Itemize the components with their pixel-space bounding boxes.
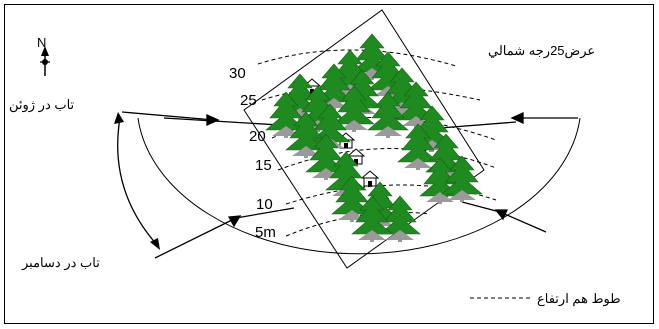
tree-icon (419, 157, 461, 204)
season-angle-arrow (114, 112, 160, 250)
contour-10 (285, 184, 497, 205)
tree-icon (397, 123, 439, 170)
elevation-label-10: 10 (256, 196, 273, 213)
contour-15 (277, 148, 497, 171)
tree-icon (379, 195, 421, 242)
winter-sun-rays (154, 201, 547, 259)
tree-icon (441, 155, 483, 202)
summer-sun-label: تاب در ژوئن (9, 97, 75, 112)
house-icon (360, 170, 380, 187)
elevation-label-15: 15 (255, 157, 272, 174)
tree-icon (331, 175, 373, 222)
sun-path-arc (137, 117, 581, 255)
slope-outline (243, 9, 485, 269)
north-arrow-icon (40, 46, 50, 76)
winter-sun-label: تاب در دسامبر (22, 255, 100, 270)
tree-icon (265, 91, 307, 138)
elevation-label-25: 25 (240, 92, 257, 109)
elevation-label-20: 20 (249, 128, 266, 145)
contour-30 (257, 49, 457, 67)
contour-legend-label: طوط هم ارتفاع (537, 291, 621, 306)
elevation-label-30: 30 (229, 65, 246, 82)
tree-icon (367, 91, 409, 138)
tree-icon (351, 195, 393, 242)
latitude-label: عرض25رجه شمالي (488, 43, 596, 58)
tree-icon (333, 85, 375, 132)
north-label: N (37, 35, 47, 50)
elevation-label-5m: 5m (255, 224, 276, 241)
tree-icon (285, 111, 327, 158)
trees (265, 33, 483, 242)
